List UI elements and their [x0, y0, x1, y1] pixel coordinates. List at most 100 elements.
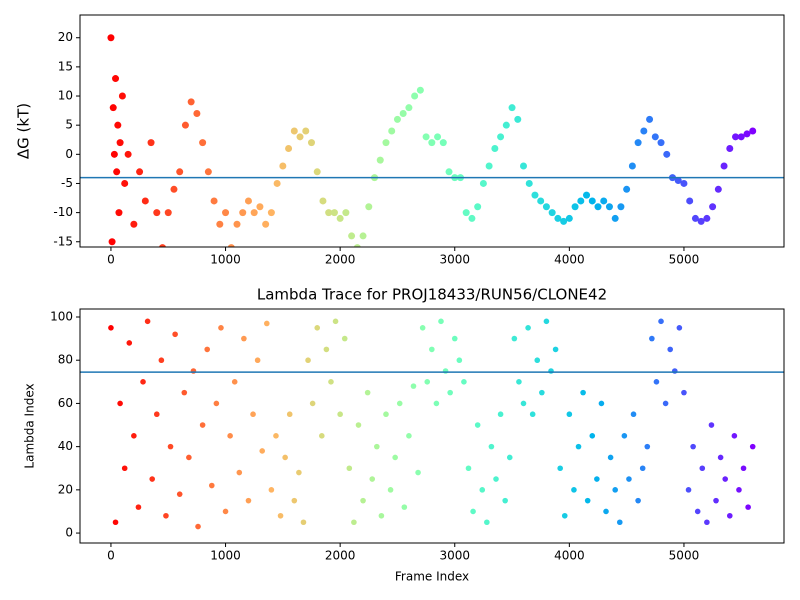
point — [662, 400, 669, 407]
point — [307, 139, 315, 147]
point — [422, 133, 430, 141]
point — [222, 508, 229, 515]
point — [566, 411, 573, 418]
point — [491, 144, 499, 152]
point — [468, 214, 476, 222]
point — [690, 443, 696, 450]
point — [442, 368, 449, 374]
point — [542, 203, 550, 211]
lambda-panel: 0 1000 2000 3000 4000 5000 0 20 40 60 80 100 Lambda … — [23, 286, 785, 584]
point — [332, 318, 339, 325]
point — [694, 508, 701, 515]
point — [158, 357, 165, 364]
y-tick-label: 5 — [65, 118, 73, 132]
point — [548, 209, 556, 217]
point — [233, 220, 241, 228]
point — [359, 232, 367, 240]
point — [736, 487, 742, 493]
point — [577, 197, 585, 205]
point — [153, 411, 160, 418]
point — [516, 379, 522, 385]
point — [557, 465, 563, 472]
point — [594, 203, 602, 211]
point — [415, 469, 421, 476]
y-tick-label: 0 — [65, 147, 73, 161]
point — [388, 127, 396, 135]
point — [462, 209, 470, 217]
point — [113, 168, 121, 176]
point — [571, 487, 577, 493]
chart-title: Lambda Trace for PROJ18433/RUN56/CLONE42 — [257, 286, 607, 304]
point — [699, 465, 706, 472]
point — [277, 512, 284, 519]
point — [731, 433, 738, 439]
point — [639, 465, 646, 472]
point — [474, 422, 481, 428]
y-tick-label: 20 — [58, 30, 73, 44]
point — [282, 454, 288, 461]
point — [325, 209, 333, 217]
point — [337, 411, 343, 418]
point — [470, 508, 476, 515]
point — [227, 244, 235, 247]
point — [262, 220, 270, 228]
point — [199, 422, 206, 428]
point — [140, 379, 146, 385]
point — [399, 110, 407, 118]
point — [330, 209, 338, 217]
point — [635, 497, 641, 504]
point — [239, 209, 247, 217]
point — [552, 346, 559, 353]
point — [131, 433, 137, 439]
point — [447, 389, 453, 396]
point — [657, 139, 665, 147]
point — [438, 318, 444, 325]
point — [279, 162, 287, 170]
point — [520, 162, 528, 170]
point — [369, 476, 376, 482]
point — [465, 465, 472, 472]
point — [433, 400, 440, 407]
point — [584, 497, 591, 504]
point — [456, 357, 463, 364]
point — [187, 98, 195, 106]
point — [107, 34, 115, 42]
point — [726, 512, 733, 519]
point — [199, 139, 207, 147]
point — [355, 422, 362, 428]
y-tick-label: 10 — [58, 89, 73, 103]
point — [488, 443, 495, 450]
point — [351, 519, 357, 526]
y-axis-label: Lambda Index — [23, 383, 37, 468]
point — [117, 400, 123, 407]
point — [726, 144, 734, 152]
point — [164, 209, 172, 217]
x-axis-label: Frame Index — [395, 570, 469, 584]
point — [607, 454, 614, 461]
point — [667, 346, 674, 353]
point — [273, 179, 281, 187]
point — [658, 318, 664, 325]
point — [717, 454, 724, 461]
delta-g-panel: 0 1000 2000 3000 4000 5000 -15 -10 -5 0 5 10 15 20 ΔG … — [15, 14, 785, 267]
point — [644, 443, 651, 450]
point — [502, 497, 508, 504]
point — [135, 504, 142, 510]
point — [319, 197, 327, 205]
point — [623, 185, 631, 193]
point — [341, 335, 348, 342]
x-tick-label: 3000 — [439, 549, 470, 563]
point — [210, 197, 218, 205]
point — [686, 197, 694, 205]
point — [364, 389, 371, 396]
y-tick-label: 40 — [58, 439, 73, 453]
x-tick-label: 0 — [107, 253, 115, 267]
point — [218, 324, 224, 331]
y-tick-label: 60 — [58, 396, 73, 410]
point — [302, 127, 310, 135]
point — [204, 346, 211, 353]
y-tick-label: 0 — [65, 526, 73, 540]
x-tick-label: 0 — [107, 549, 115, 563]
point — [163, 512, 169, 519]
